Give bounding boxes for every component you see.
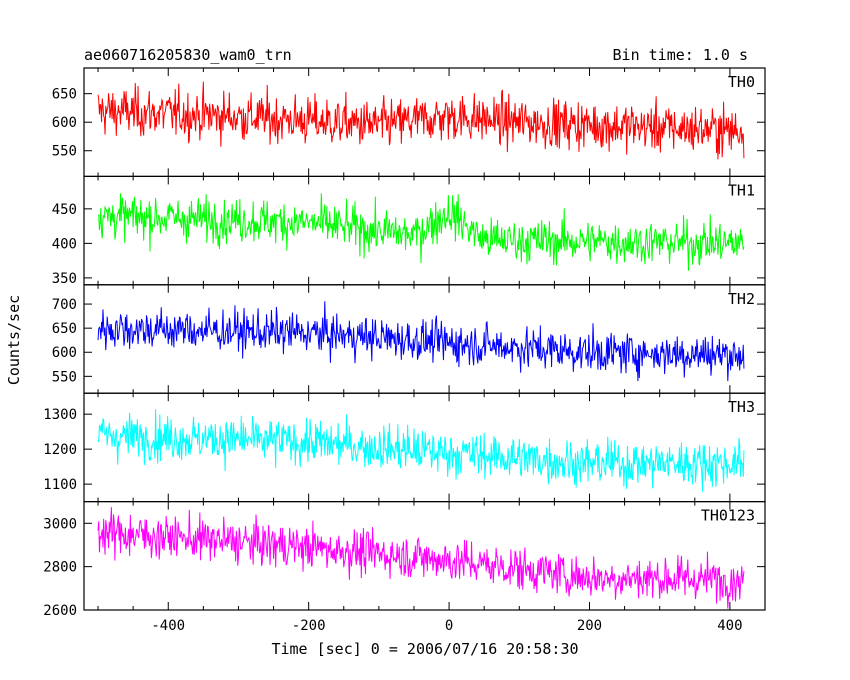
series-line-th3 <box>97 409 745 492</box>
y-tick-label: 600 <box>52 345 77 361</box>
chart-title: ae060716205830_wam0_trn <box>84 46 292 64</box>
x-tick-label: -400 <box>151 618 185 634</box>
panel-th0123: 2600 2800 3000 TH0123 <box>43 501 766 619</box>
panel-th2: 550 600 650 700 TH2 <box>52 284 766 394</box>
series-line-th2 <box>97 301 745 382</box>
y-tick-label: 2600 <box>43 603 77 619</box>
series-line-th0 <box>97 81 745 160</box>
panel-frame <box>83 501 766 611</box>
x-tick-label: 200 <box>577 618 602 634</box>
panel-th0: 550 600 650 TH0 <box>52 67 766 178</box>
y-tick-label: 1200 <box>43 442 77 458</box>
x-tick-label: -200 <box>292 618 326 634</box>
series-line-th1 <box>97 193 745 271</box>
x-axis-label: Time [sec] 0 = 2006/07/16 20:58:30 <box>271 640 578 658</box>
panels-group: 550 600 650 TH0 350 400 450 TH1 550 600 650 700 TH2 1… <box>43 67 766 634</box>
panel-label: TH3 <box>728 398 755 416</box>
y-tick-label: 600 <box>52 115 77 131</box>
y-tick-label: 550 <box>52 369 77 385</box>
y-tick-label: 2800 <box>43 560 77 576</box>
y-tick-label: 1300 <box>43 407 77 423</box>
x-tick-label: 0 <box>445 618 453 634</box>
panel-frame <box>83 284 766 394</box>
y-axis-label: Counts/sec <box>5 295 23 385</box>
panel-label: TH2 <box>728 290 755 308</box>
y-tick-label: 550 <box>52 144 77 160</box>
x-tick-label: 400 <box>717 618 742 634</box>
series-line-th0123 <box>97 507 745 609</box>
y-tick-label: 3000 <box>43 516 77 532</box>
y-tick-label: 650 <box>52 321 77 337</box>
panel-th1: 350 400 450 TH1 <box>52 175 766 287</box>
y-tick-label: 700 <box>52 297 77 313</box>
y-tick-label: 400 <box>52 236 77 252</box>
y-tick-label: 650 <box>52 87 77 103</box>
y-tick-label: 350 <box>52 271 77 287</box>
panel-th3: 1100 1200 1300 TH3 <box>43 392 766 503</box>
panel-label: TH1 <box>728 181 755 199</box>
y-tick-label: 450 <box>52 202 77 218</box>
panel-label: TH0 <box>728 73 755 91</box>
bin-time-label: Bin time: 1.0 s <box>613 46 748 64</box>
panel-label: TH0123 <box>701 507 755 525</box>
y-tick-label: 1100 <box>43 477 77 493</box>
